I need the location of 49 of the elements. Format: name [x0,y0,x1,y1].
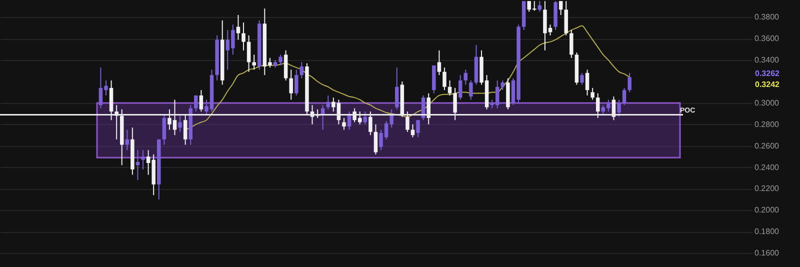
candlestick [580,72,584,86]
y-tick-label: 0.3000 [754,98,780,108]
candlestick [410,124,415,138]
candlestick [289,69,293,100]
candlestick [178,114,182,132]
candlestick [326,94,330,110]
y-tick-label: 0.1800 [754,227,780,236]
candlestick [416,120,420,138]
candlestick [125,129,130,151]
candlestick [622,87,626,106]
candlestick [437,50,442,76]
candlestick [194,94,198,112]
candlestick [500,80,505,91]
text: 0.3242 [755,80,780,89]
y-tick-label: 0.2800 [754,120,780,129]
candlestick [585,69,590,96]
candlestick [278,54,282,66]
y-tick-label: 0.2400 [754,162,780,172]
y-tick-label: 0.3600 [754,34,780,44]
candlestick [464,69,468,86]
candlestick [395,67,399,110]
candlestick [458,74,462,100]
candlestick [199,90,204,112]
candlestick [558,0,563,16]
candlestick [442,67,446,91]
candlestick [242,22,246,51]
candlestick [342,117,346,130]
candlestick [570,30,574,58]
y-tick-label: 0.2200 [754,184,780,194]
y-tick-label: 0.2600 [754,141,780,150]
candlestick [252,54,256,70]
candlestick [284,50,288,81]
y-tick-label: 0.3800 [754,12,780,22]
candlestick [628,72,632,93]
candlestick [141,150,145,170]
candlestick [564,0,568,36]
candlestick [617,99,621,118]
candlestick [448,80,452,96]
candlestick [246,34,251,72]
candlestick [374,124,378,155]
y-tick-label: 0.2000 [754,206,780,215]
y-tick-label: 0.3400 [754,56,780,65]
candlestick [590,87,594,100]
candlestick [300,62,304,79]
candlestick [294,69,298,96]
candlestick [162,114,166,146]
y-tick-label: 0.1600 [754,248,780,258]
candlestick [469,80,473,100]
text: 0.3262 [755,69,780,78]
